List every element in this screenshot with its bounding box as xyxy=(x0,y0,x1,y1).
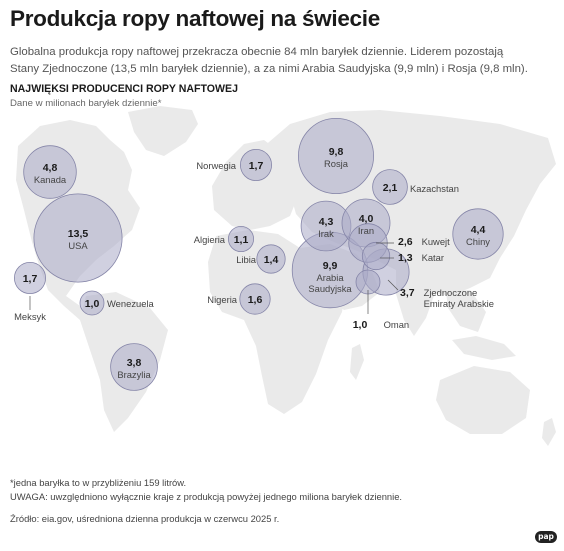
country-label-usa: USA xyxy=(68,240,88,251)
section-subtitle: Dane w milionach baryłek dziennie* xyxy=(10,98,162,109)
country-label-chiny: Chiny xyxy=(466,236,490,247)
leader-line-zjednoczone-emiraty-arabskie xyxy=(387,279,399,291)
country-label-arabia-saudyjska: Arabia Saudyjska xyxy=(308,272,352,294)
bubble-usa xyxy=(33,193,123,283)
country-label-libia: Libia xyxy=(236,254,257,265)
india-land xyxy=(396,268,436,336)
bubble-chiny xyxy=(452,208,504,260)
value-label-oman: 1,0 xyxy=(353,319,368,331)
country-label-meksyk: Meksyk xyxy=(14,311,46,322)
value-label-iran: 4,0 xyxy=(359,213,374,225)
bubble-algieria xyxy=(227,225,254,252)
bubble-wenezuela xyxy=(79,290,105,316)
footnote-barrel: *jedna baryłka to w przybliżeniu 159 lit… xyxy=(10,477,187,488)
country-label-wenezuela: Wenezuela xyxy=(107,298,155,309)
bubble-katar xyxy=(361,241,391,271)
value-label-katar: 1,3 xyxy=(398,252,413,264)
country-label-iran: Iran xyxy=(358,225,374,236)
country-label-kazachstan: Kazachstan xyxy=(410,183,459,194)
bubble-brazylia xyxy=(110,343,158,391)
bubble-meksyk xyxy=(13,261,47,294)
indonesia-land xyxy=(452,336,516,360)
bubble-libia xyxy=(256,244,286,274)
value-label-usa: 13,5 xyxy=(68,228,89,240)
country-label-brazylia: Brazylia xyxy=(117,369,151,380)
value-label-rosja: 9,8 xyxy=(329,146,344,158)
value-label-irak: 4,3 xyxy=(319,216,334,228)
value-label-meksyk: 1,7 xyxy=(23,273,38,285)
value-label-algieria: 1,1 xyxy=(234,234,249,246)
country-label-algieria: Algieria xyxy=(194,234,226,245)
country-label-kanada: Kanada xyxy=(34,174,67,185)
central-america-land xyxy=(40,268,88,320)
section-title: NAJWIĘKSI PRODUCENCI ROPY NAFTOWEJ xyxy=(10,83,238,95)
bubble-kanada xyxy=(23,145,77,199)
value-label-kazachstan: 2,1 xyxy=(383,182,398,194)
country-label-katar: Katar xyxy=(422,252,444,263)
source-note: Źródło: eia.gov, uśredniona dzienna prod… xyxy=(10,513,280,524)
australia-land xyxy=(436,366,530,434)
value-label-brazylia: 3,8 xyxy=(127,357,142,369)
value-label-arabia-saudyjska: 9,9 xyxy=(323,260,338,272)
bubble-norwegia xyxy=(239,148,272,181)
country-label-oman: Oman xyxy=(384,319,410,330)
value-label-norwegia: 1,7 xyxy=(249,160,264,172)
country-label-nigeria: Nigeria xyxy=(207,294,237,305)
value-label-chiny: 4,4 xyxy=(471,224,486,236)
bubble-rosja xyxy=(297,118,374,194)
value-label-kanada: 4,8 xyxy=(43,162,58,174)
southeast-asia-land xyxy=(446,290,486,332)
intro-text: Globalna produkcja ropy naftowej przekra… xyxy=(10,46,528,75)
bubble-kazachstan xyxy=(372,169,408,205)
country-label-norwegia: Norwegia xyxy=(196,160,236,171)
bubble-nigeria xyxy=(239,283,271,315)
value-label-libia: 1,4 xyxy=(264,254,279,266)
greenland-land xyxy=(128,106,198,156)
new-zealand-land xyxy=(542,418,556,446)
value-label-wenezuela: 1,0 xyxy=(85,298,100,310)
country-label-rosja: Rosja xyxy=(324,158,349,169)
value-label-nigeria: 1,6 xyxy=(248,294,263,306)
country-label-irak: Irak xyxy=(318,228,334,239)
value-label-zjednoczone-emiraty-arabskie: 3,7 xyxy=(400,287,415,299)
value-label-kuwejt: 2,6 xyxy=(398,236,413,248)
country-label-zjednoczone-emiraty-arabskie: Zjednoczone Emiraty Arabskie xyxy=(424,287,494,309)
madagascar-land xyxy=(350,344,364,380)
pap-logo: pap xyxy=(535,531,557,543)
footnote-note: UWAGA: uwzględniono wyłącznie kraje z pr… xyxy=(10,491,403,502)
page-title: Produkcja ropy naftowej na świecie xyxy=(10,6,380,31)
country-label-kuwejt: Kuwejt xyxy=(422,236,451,247)
